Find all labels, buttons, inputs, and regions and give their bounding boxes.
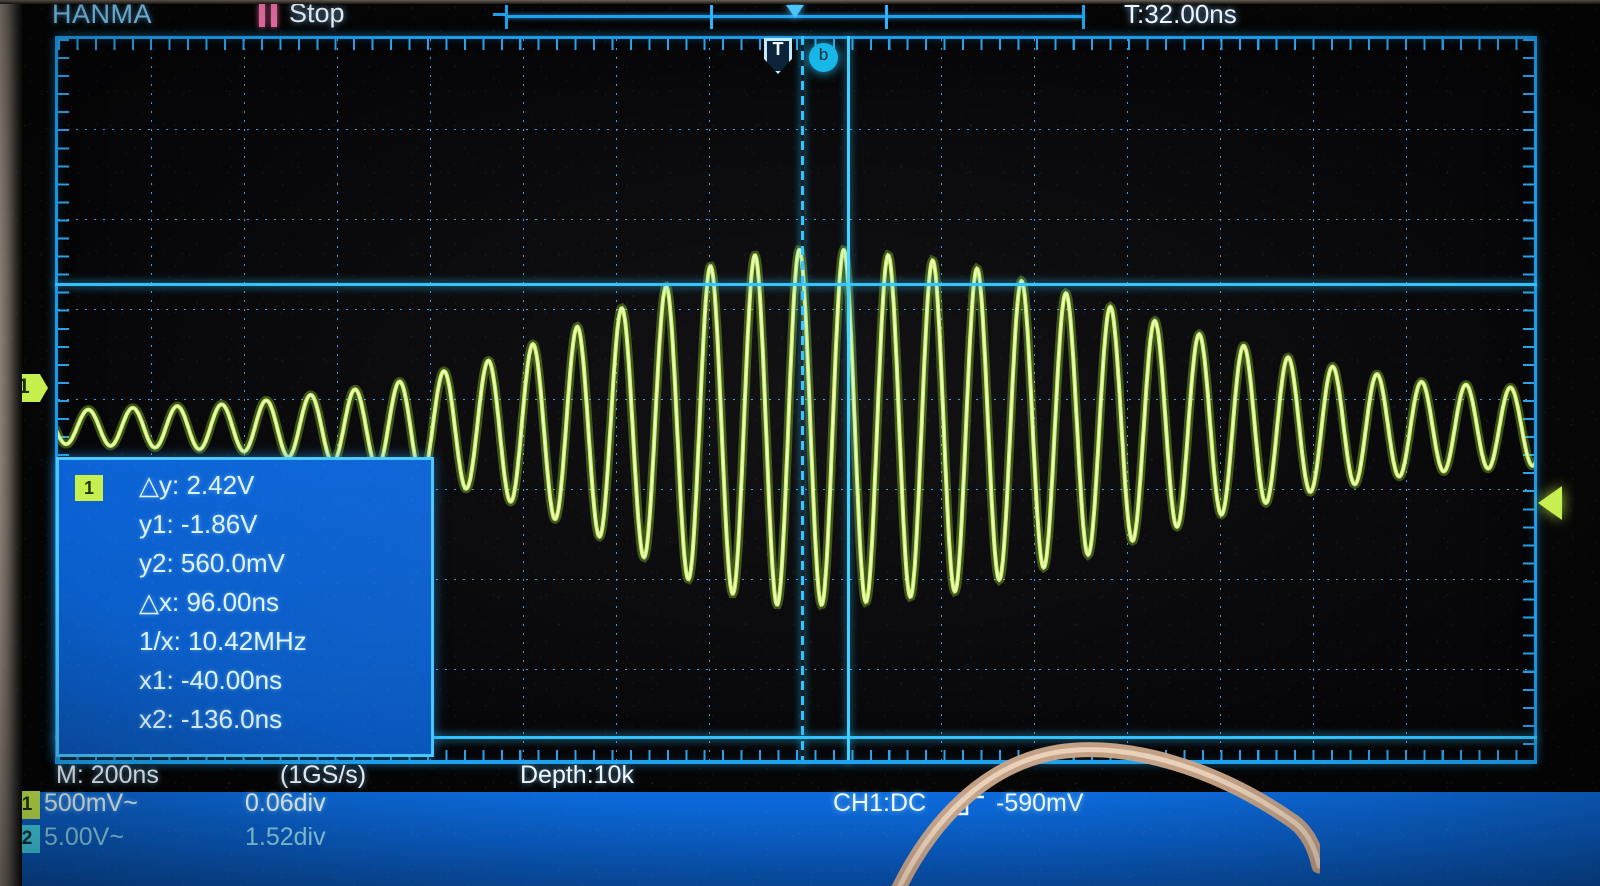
channel2-status-row[interactable]: 2 5.00V~ 1.52div xyxy=(0,823,1600,855)
measurement-row-x2: x2: -136.0ns xyxy=(139,704,283,734)
trigger-level-arrow-icon[interactable] xyxy=(1538,486,1562,520)
run-state-label[interactable]: Stop xyxy=(289,0,345,28)
sample-rate-label: (1GS/s) xyxy=(280,761,367,789)
device-bezel-top xyxy=(0,0,1600,4)
measurement-row-one-over-x: 1/x: 10.42MHz xyxy=(139,626,307,656)
trigger-level-label[interactable]: -590mV xyxy=(996,789,1084,817)
cursor-x2-line[interactable] xyxy=(801,36,804,764)
top-status-bar: HANMA Stop T:32.00ns xyxy=(0,0,1600,32)
channel2-scale-label[interactable]: 5.00V~ xyxy=(44,823,124,851)
timebase-row: M: 200ns (1GS/s) Depth:10k xyxy=(0,761,1600,794)
memory-depth-label[interactable]: Depth:10k xyxy=(520,761,634,789)
cursor-x1-line[interactable] xyxy=(847,36,850,764)
brand-label: HANMA xyxy=(52,0,153,29)
cursor-measurement-panel[interactable]: 1 △y: 2.42V y1: -1.86V y2: 560.0mV △x: 9… xyxy=(56,457,434,757)
trigger-time-label: T:32.00ns xyxy=(1124,0,1237,29)
channel-status-bar: 1 500mV~ 0.06div CH1:DC -590mV 2 5.00V~ … xyxy=(0,789,1600,886)
measurement-row-delta-y: △y: 2.42V xyxy=(139,470,255,500)
trigger-source-label[interactable]: CH1:DC xyxy=(833,789,927,817)
cursor-y1-line[interactable] xyxy=(55,283,1537,286)
measurement-row-y2: y2: 560.0mV xyxy=(139,548,285,578)
pause-icon[interactable] xyxy=(259,3,283,27)
channel2-offset-label[interactable]: 1.52div xyxy=(245,823,326,851)
rising-edge-icon xyxy=(956,795,984,816)
measurement-channel-chip: 1 xyxy=(75,475,103,501)
timebase-main-label[interactable]: M: 200ns xyxy=(56,761,159,789)
channel1-offset-label[interactable]: 0.06div xyxy=(245,789,326,817)
measurement-row-x1: x1: -40.00ns xyxy=(139,665,283,695)
trigger-position-marker-icon[interactable] xyxy=(786,5,804,18)
channel1-scale-label[interactable]: 500mV~ xyxy=(44,789,138,817)
device-bezel-left xyxy=(0,0,22,886)
b-marker-icon[interactable]: b xyxy=(809,43,838,72)
measurement-row-y1: y1: -1.86V xyxy=(139,509,258,539)
trigger-badge-icon[interactable]: T xyxy=(764,38,792,74)
memory-depth-bar[interactable] xyxy=(493,3,1085,30)
measurement-row-delta-x: △x: 96.00ns xyxy=(139,587,279,617)
channel1-status-row[interactable]: 1 500mV~ 0.06div CH1:DC -590mV xyxy=(0,789,1600,821)
